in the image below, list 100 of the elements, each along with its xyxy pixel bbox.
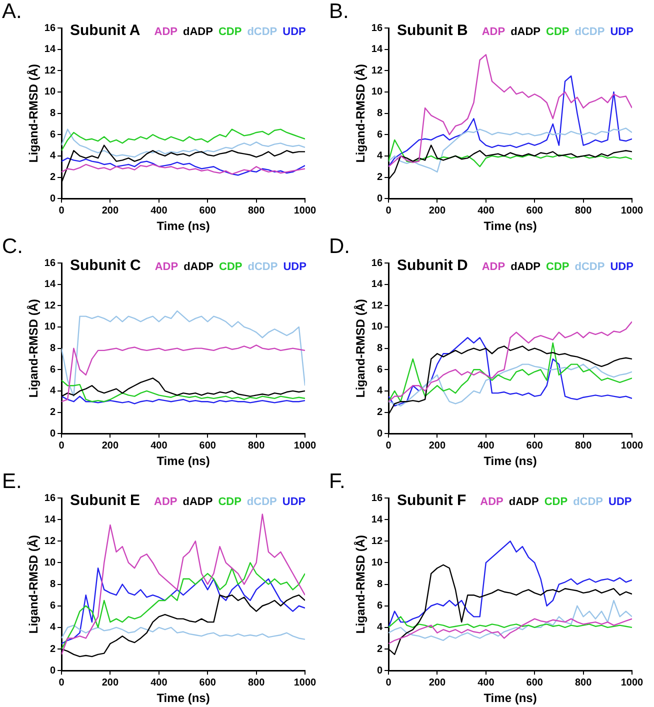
y-tick-label: 6: [50, 129, 56, 140]
y-tick-label: 0: [376, 193, 383, 204]
text: ADP: [154, 26, 178, 38]
y-tick-label: 16: [44, 258, 56, 269]
text: dCDP: [574, 26, 605, 38]
text: CDP: [546, 261, 570, 273]
text: UDP: [610, 261, 634, 273]
x-tick-label: 0: [58, 677, 65, 688]
text: dADP: [508, 496, 539, 508]
y-axis-title: Ligand-RMSD (Å): [26, 298, 41, 398]
y-tick-label: 4: [50, 622, 56, 634]
text: dCDP: [247, 26, 278, 38]
y-tick-label: 8: [376, 579, 383, 590]
y-tick-label: 16: [371, 22, 383, 34]
y-tick-label: 0: [376, 665, 383, 676]
y-tick-label: 14: [44, 44, 56, 56]
y-axis-title: Ligand-RMSD (Å): [26, 534, 41, 634]
text: UDP: [283, 261, 306, 273]
text: C.: [2, 235, 23, 259]
y-axis-title: Ligand-RMSD (Å): [354, 534, 368, 634]
x-tick-label: 600: [526, 205, 544, 216]
y-tick-label: 14: [371, 279, 383, 290]
x-tick-label: 600: [199, 205, 216, 216]
y-tick-label: 4: [50, 386, 56, 397]
y-tick-label: 0: [50, 665, 56, 676]
text: B.: [329, 0, 349, 24]
y-tick-label: 10: [371, 86, 383, 98]
text: UDP: [610, 26, 634, 38]
y-tick-label: 12: [44, 65, 56, 76]
y-tick-label: 12: [44, 300, 56, 312]
x-tick-label: 800: [574, 440, 592, 452]
y-tick-label: 8: [50, 343, 56, 354]
y-tick-label: 8: [376, 343, 383, 354]
y-tick-label: 0: [376, 428, 383, 440]
y-tick-label: 10: [44, 86, 56, 98]
text: ADP: [154, 261, 178, 273]
x-tick-label: 1000: [294, 677, 317, 688]
x-tick-label: 600: [199, 440, 216, 452]
x-tick-label: 0: [58, 440, 65, 452]
x-tick-label: 600: [526, 677, 544, 688]
x-tick-label: 200: [102, 440, 119, 452]
y-tick-label: 4: [50, 150, 56, 162]
x-tick-label: 400: [478, 440, 495, 452]
y-tick-label: 6: [376, 364, 383, 376]
x-tick-label: 1000: [620, 205, 644, 216]
y-tick-label: 12: [371, 65, 383, 76]
text: E.: [2, 470, 22, 494]
y-axis-title: Ligand-RMSD (Å): [354, 64, 368, 163]
text: A.: [2, 0, 22, 24]
text: dCDP: [246, 496, 277, 508]
x-tick-label: 800: [574, 205, 592, 216]
y-tick-label: 2: [50, 172, 56, 184]
text: dADP: [510, 26, 541, 38]
y-tick-label: 2: [376, 644, 383, 655]
chart-title: Subunit A: [70, 22, 140, 39]
x-tick-label: 200: [428, 440, 446, 452]
y-tick-label: 6: [50, 364, 56, 376]
text: dCDP: [248, 261, 278, 273]
x-tick-label: 0: [386, 440, 392, 452]
x-tick-label: 800: [574, 677, 592, 688]
text: dCDP: [574, 261, 605, 273]
series-label: ADP: [482, 26, 506, 38]
y-tick-label: 16: [371, 258, 383, 269]
x-tick-label: 800: [248, 677, 266, 688]
x-tick-label: 0: [58, 205, 65, 216]
x-tick-label: 600: [526, 440, 544, 452]
text: CDP: [218, 26, 242, 38]
y-tick-label: 4: [376, 622, 383, 634]
y-axis-title: Ligand-RMSD (Å): [26, 64, 41, 163]
chart-title: Subunit C: [70, 257, 141, 274]
y-tick-label: 6: [376, 600, 383, 612]
y-tick-label: 16: [44, 22, 56, 34]
text: ADP: [482, 261, 506, 273]
text: CDP: [546, 26, 570, 38]
y-tick-label: 0: [50, 193, 56, 204]
x-tick-label: 200: [428, 205, 446, 216]
y-tick-label: 2: [50, 644, 56, 655]
y-tick-label: 0: [50, 428, 56, 440]
y-tick-label: 8: [50, 579, 56, 590]
x-tick-label: 0: [386, 677, 392, 688]
text: UDP: [282, 496, 306, 508]
y-tick-label: 14: [44, 279, 56, 290]
text: dADP: [184, 261, 214, 273]
chart-title: Subunit B: [397, 22, 468, 39]
text: CDP: [219, 261, 242, 273]
y-tick-label: 10: [44, 322, 56, 333]
x-axis-title: Time (ns): [484, 219, 537, 234]
y-tick-label: 14: [371, 44, 383, 56]
x-axis-title: Time (ns): [156, 691, 210, 706]
y-tick-label: 12: [371, 536, 383, 547]
x-axis-title: Time (ns): [484, 454, 537, 468]
y-tick-label: 10: [371, 322, 383, 333]
y-tick-label: 8: [50, 108, 56, 120]
text: D.: [329, 235, 350, 259]
text: CDP: [544, 496, 568, 508]
x-tick-label: 800: [248, 205, 266, 216]
x-axis-title: Time (ns): [484, 691, 537, 706]
chart-title: Subunit F: [397, 492, 466, 509]
x-tick-label: 400: [478, 677, 495, 688]
x-tick-label: 1000: [294, 205, 317, 216]
